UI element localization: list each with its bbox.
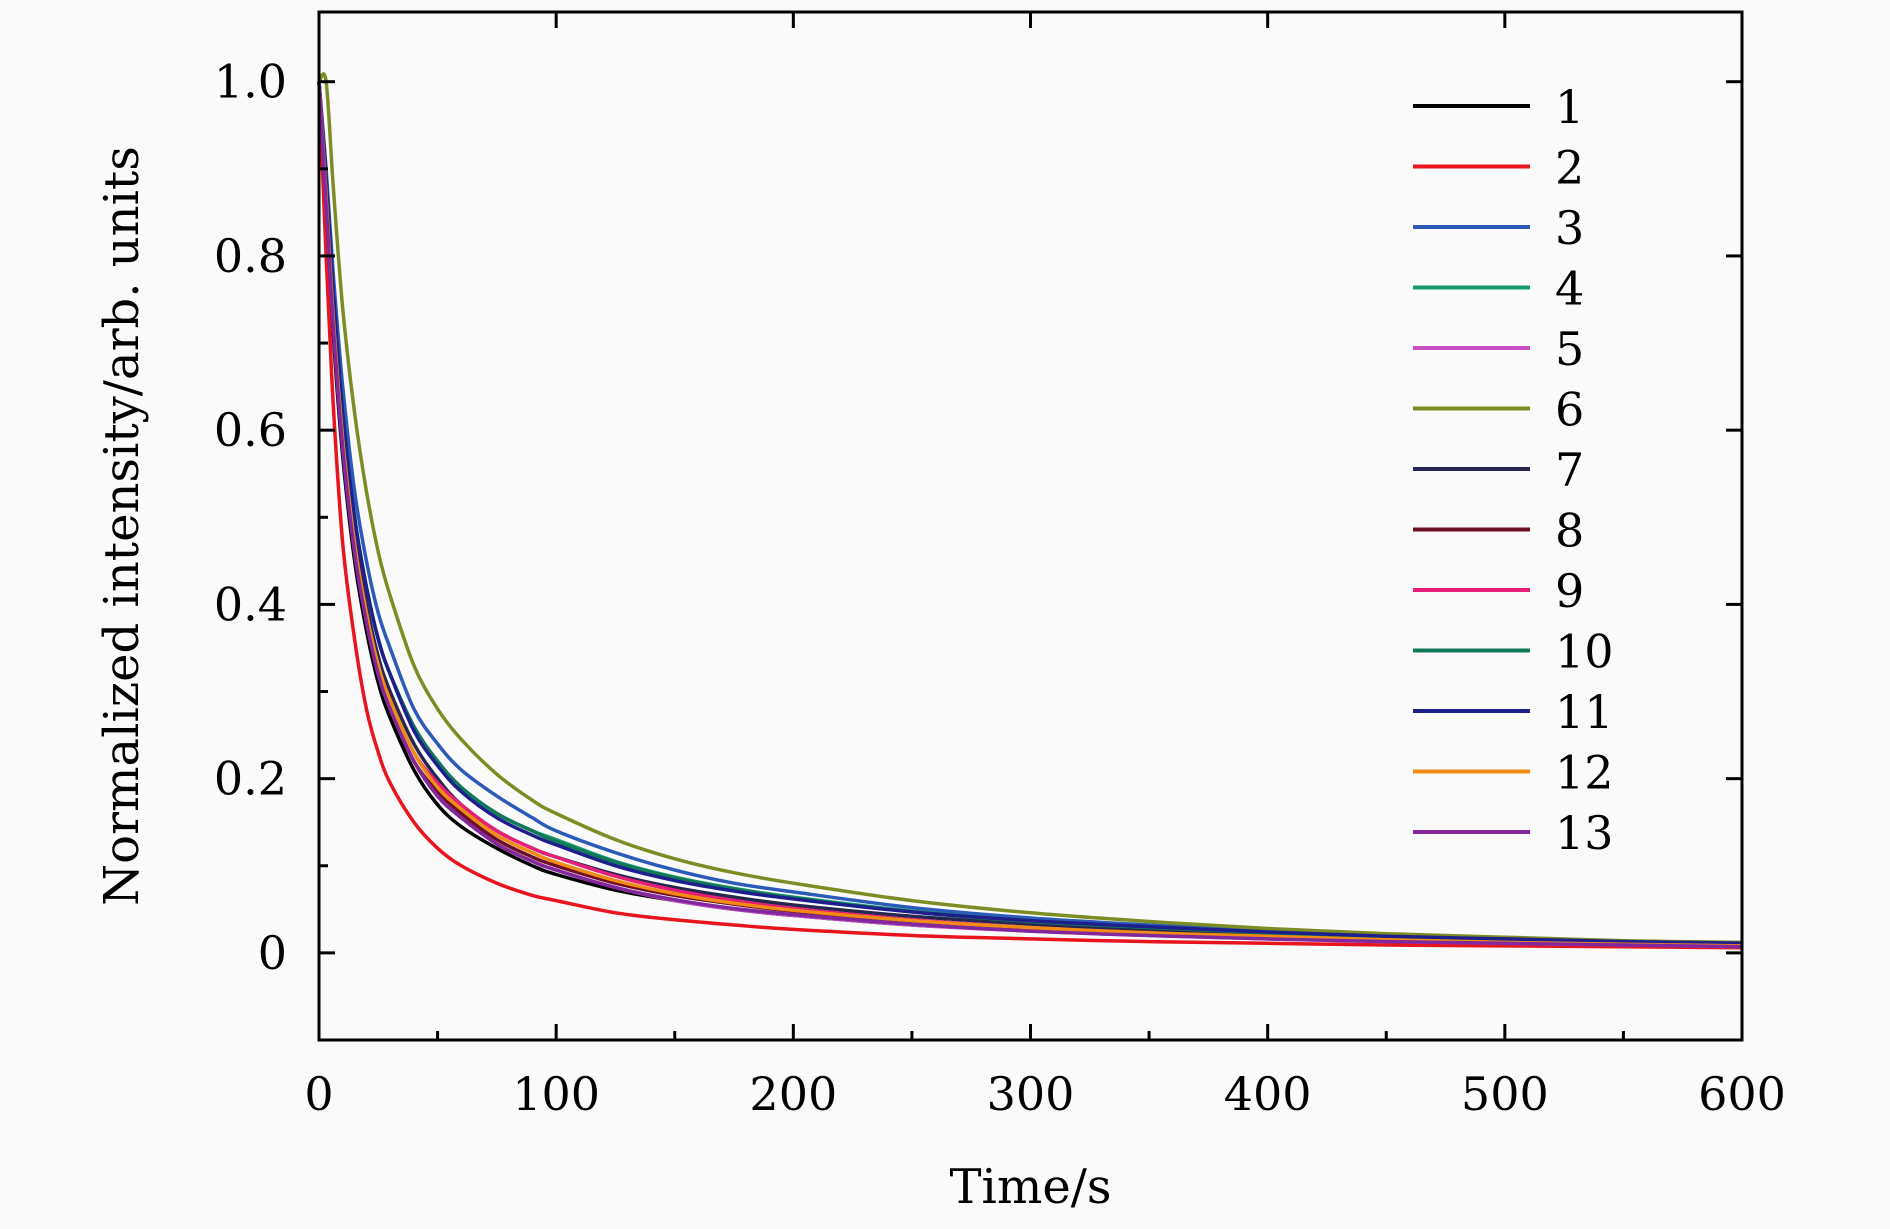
- x-tick-label: 200: [749, 1067, 837, 1121]
- legend-label-9: 9: [1555, 564, 1584, 618]
- y-tick-label: 0.2: [214, 752, 287, 806]
- x-tick-label: 600: [1698, 1067, 1786, 1121]
- legend-label-12: 12: [1555, 746, 1614, 800]
- x-tick-label: 300: [987, 1067, 1075, 1121]
- x-tick-label: 500: [1461, 1067, 1549, 1121]
- x-tick-label: 400: [1224, 1067, 1312, 1121]
- series-line-6: [317, 72, 1743, 945]
- legend-label-6: 6: [1555, 383, 1584, 437]
- legend-label-8: 8: [1555, 504, 1584, 558]
- legend-label-2: 2: [1555, 141, 1584, 195]
- legend-label-4: 4: [1555, 262, 1584, 316]
- axes-layer: 0 100 200 300 400 500 600 0 0.2 0.4 0.6 0.8 1.0: [214, 10, 1786, 1121]
- legend-label-11: 11: [1555, 685, 1614, 739]
- y-tick-label: 0: [258, 926, 287, 980]
- series-line-2: [317, 81, 1743, 950]
- y-axis-title: Normalized intensity/arb. units: [94, 146, 150, 906]
- series-line-11: [317, 81, 1743, 946]
- y-tick-label: 0.4: [214, 577, 287, 631]
- y-tick-label: 0.8: [214, 229, 287, 283]
- legend-label-1: 1: [1555, 80, 1584, 134]
- y-tick-label: 0.6: [214, 403, 287, 457]
- series-layer: [317, 72, 1743, 950]
- legend-label-13: 13: [1555, 806, 1614, 860]
- legend-label-7: 7: [1555, 443, 1584, 497]
- series-line-13: [317, 81, 1743, 949]
- legend-label-5: 5: [1555, 322, 1584, 376]
- x-tick-label: 0: [304, 1067, 333, 1121]
- x-tick-label: 100: [512, 1067, 600, 1121]
- legend-label-10: 10: [1555, 625, 1614, 679]
- legend-label-3: 3: [1555, 201, 1584, 255]
- x-axis-title: Time/s: [949, 1159, 1111, 1215]
- y-tick-label: 1.0: [214, 55, 287, 109]
